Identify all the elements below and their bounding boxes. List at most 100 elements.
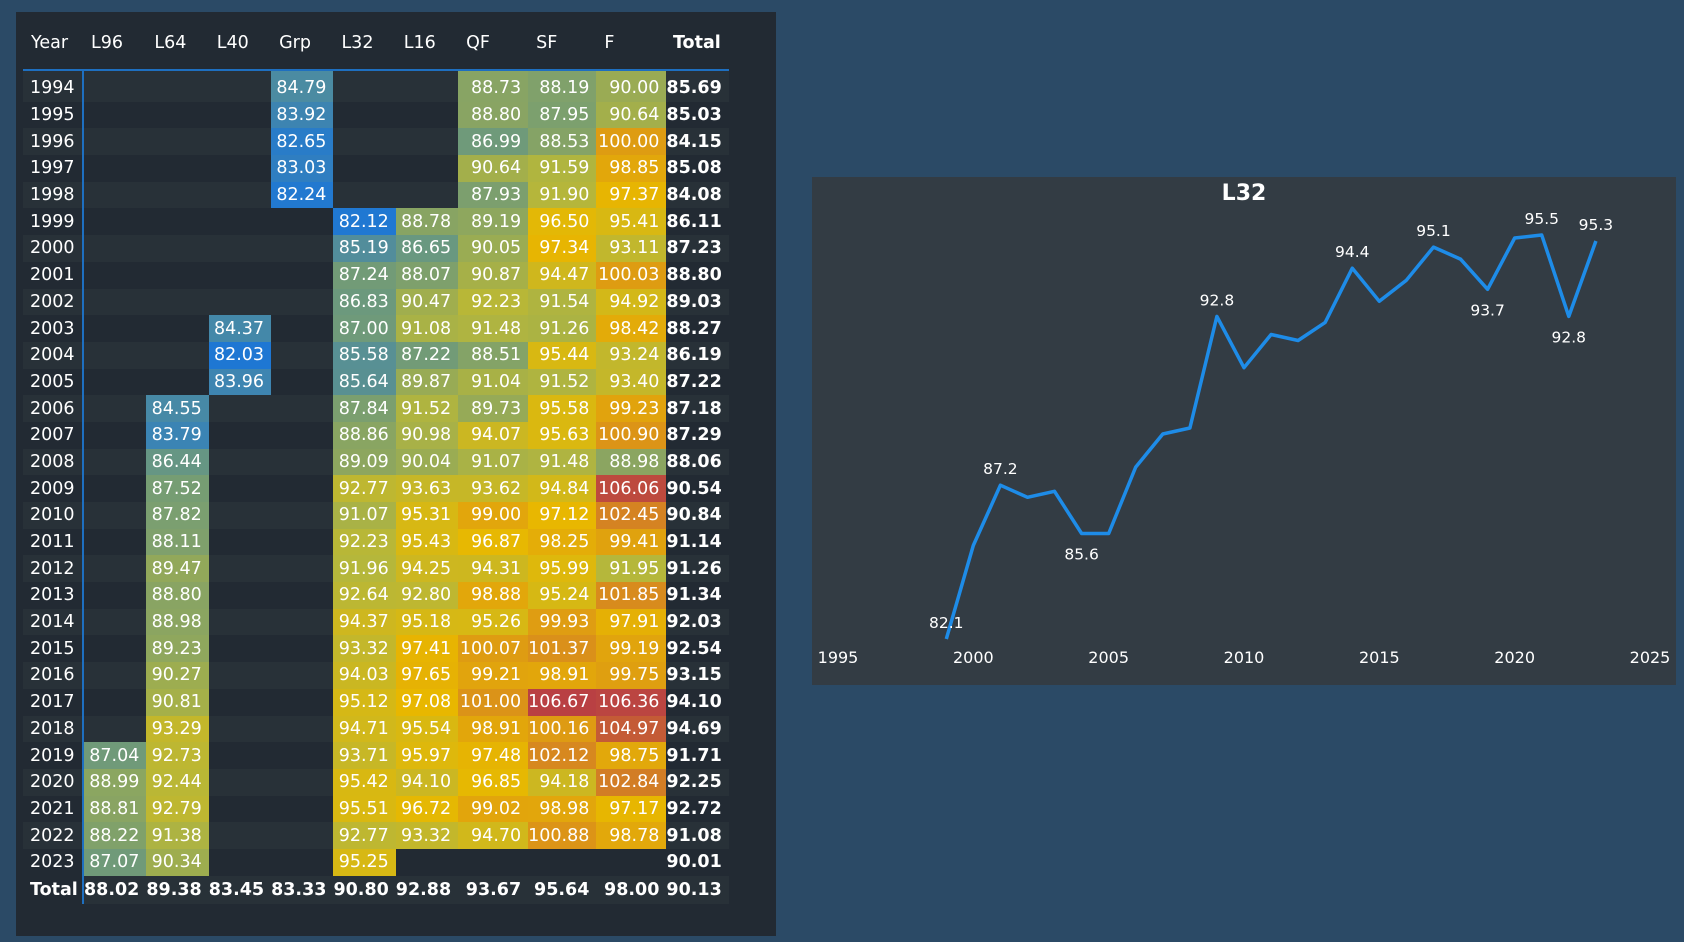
cell-grp <box>271 475 334 502</box>
year-cell: 2019 <box>23 742 84 769</box>
cell-l96 <box>83 288 147 316</box>
year-cell: 2018 <box>23 715 84 743</box>
column-header-l64[interactable]: L64 <box>146 17 209 71</box>
total-cell-l96: 88.02 <box>83 875 147 904</box>
cell-f: 106.36 <box>596 688 667 716</box>
cell-l16: 97.65 <box>395 662 459 689</box>
row-total-cell: 85.08 <box>666 155 729 182</box>
year-cell: 2003 <box>23 315 84 342</box>
cell-sf: 98.25 <box>528 528 597 556</box>
cell-l40 <box>208 715 272 743</box>
total-row-label: Total <box>23 875 84 904</box>
cell-l16: 88.78 <box>395 208 459 236</box>
cell-sf: 98.91 <box>528 662 597 689</box>
cell-f: 97.37 <box>596 181 667 209</box>
table-row: 2010 87.82 91.07 95.31 99.00 97.12 102.45 90.84 <box>23 502 729 529</box>
table-row: 2013 88.80 92.64 92.80 98.88 95.24 101.85 91.34 <box>23 582 729 609</box>
cell-l96 <box>83 662 147 689</box>
cell-l64 <box>146 128 209 156</box>
table-row: 2004 82.03 85.58 87.22 88.51 95.44 93.24 86.19 <box>23 341 729 369</box>
column-header-grp[interactable]: Grp <box>271 17 334 71</box>
cell-f: 100.03 <box>596 261 667 289</box>
cell-grp: 84.79 <box>271 70 334 102</box>
cell-f: 100.00 <box>596 128 667 156</box>
cell-l16: 86.65 <box>395 235 459 262</box>
total-cell-l16: 92.88 <box>395 875 459 904</box>
cell-qf: 90.05 <box>458 235 529 262</box>
total-cell-l40: 83.45 <box>208 875 272 904</box>
cell-f: 102.84 <box>596 768 667 796</box>
year-cell: 2022 <box>23 822 84 849</box>
cell-l64 <box>146 101 209 129</box>
cell-grp <box>271 715 334 743</box>
cell-l32: 93.71 <box>333 742 396 769</box>
cell-l64: 88.98 <box>146 608 209 636</box>
column-header-total[interactable]: Total <box>666 17 729 71</box>
data-label: 92.8 <box>1552 328 1587 346</box>
column-header-year[interactable]: Year <box>23 17 83 71</box>
cell-l64 <box>146 208 209 236</box>
cell-l40 <box>208 582 272 609</box>
cell-grp <box>271 208 334 236</box>
year-cell: 2004 <box>23 341 84 369</box>
cell-qf: 94.07 <box>458 421 529 449</box>
cell-l96 <box>83 448 147 476</box>
cell-sf <box>528 848 597 876</box>
cell-l32: 91.07 <box>333 502 396 529</box>
cell-grp <box>271 795 334 823</box>
year-cell: 2016 <box>23 662 84 689</box>
cell-sf: 91.90 <box>528 181 597 209</box>
cell-l96 <box>83 208 147 236</box>
cell-f: 104.97 <box>596 715 667 743</box>
cell-l16: 91.52 <box>395 395 459 422</box>
column-header-l32[interactable]: L32 <box>333 17 396 71</box>
column-header-l16[interactable]: L16 <box>395 17 459 71</box>
year-cell: 2020 <box>23 768 84 796</box>
cell-grp <box>271 822 334 849</box>
cell-f: 93.40 <box>596 368 667 396</box>
cell-l64: 88.80 <box>146 582 209 609</box>
table-row: 2000 85.19 86.65 90.05 97.34 93.11 87.23 <box>23 235 729 262</box>
cell-grp <box>271 315 334 342</box>
cell-f: 99.23 <box>596 395 667 422</box>
cell-f: 93.24 <box>596 341 667 369</box>
row-total-cell: 86.11 <box>666 208 729 236</box>
row-total-cell: 85.69 <box>666 70 729 102</box>
row-total-cell: 84.08 <box>666 181 729 209</box>
cell-qf: 99.02 <box>458 795 529 823</box>
year-cell: 1994 <box>23 70 84 102</box>
cell-l40 <box>208 688 272 716</box>
column-header-qf[interactable]: QF <box>458 17 529 71</box>
cell-l64 <box>146 261 209 289</box>
cell-l32 <box>333 128 396 156</box>
cell-l32 <box>333 155 396 182</box>
cell-l40 <box>208 155 272 182</box>
data-label: 87.2 <box>983 460 1018 478</box>
row-total-cell: 93.15 <box>666 662 729 689</box>
cell-grp <box>271 341 334 369</box>
table-row: 1999 82.12 88.78 89.19 96.50 95.41 86.11 <box>23 208 729 236</box>
cell-l32: 94.37 <box>333 608 396 636</box>
row-total-cell: 92.72 <box>666 795 729 823</box>
data-label: 95.3 <box>1579 216 1614 234</box>
column-header-l40[interactable]: L40 <box>208 17 272 71</box>
total-cell-grp: 83.33 <box>271 875 334 904</box>
year-cell: 2001 <box>23 261 84 289</box>
table-row: 1997 83.03 90.64 91.59 98.85 85.08 <box>23 155 729 182</box>
row-total-cell: 91.14 <box>666 528 729 556</box>
cell-l32: 95.25 <box>333 848 396 876</box>
cell-l96 <box>83 70 147 102</box>
cell-l64 <box>146 341 209 369</box>
cell-l40 <box>208 421 272 449</box>
data-label: 82.1 <box>929 614 964 632</box>
cell-sf: 106.67 <box>528 688 597 716</box>
column-header-sf[interactable]: SF <box>528 17 597 71</box>
cell-grp <box>271 848 334 876</box>
column-header-f[interactable]: F <box>596 17 667 71</box>
cell-f: 99.41 <box>596 528 667 556</box>
column-header-l96[interactable]: L96 <box>83 17 147 71</box>
cell-grp <box>271 368 334 396</box>
cell-l32: 94.71 <box>333 715 396 743</box>
cell-qf: 96.87 <box>458 528 529 556</box>
cell-l64: 90.27 <box>146 662 209 689</box>
